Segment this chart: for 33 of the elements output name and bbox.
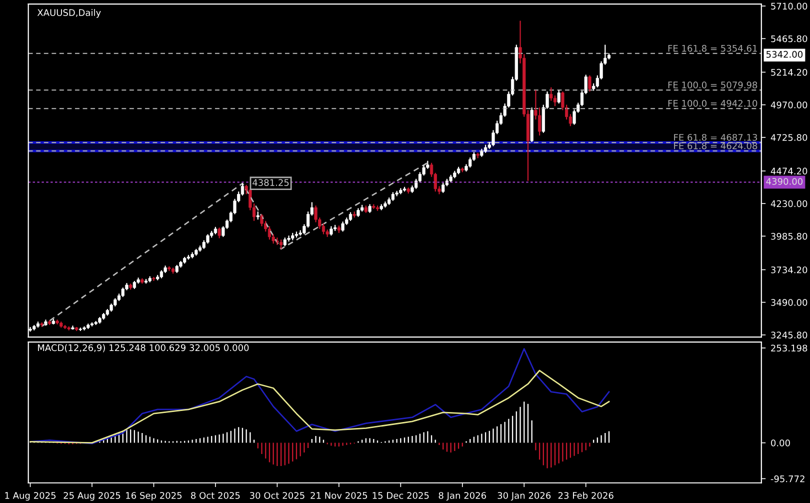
y-tick-label: 4725.80 xyxy=(770,134,808,141)
x-tick-label: 30 Oct 2025 xyxy=(250,492,304,499)
x-tick-label: 23 Feb 2026 xyxy=(558,492,614,499)
text: 5342.00 xyxy=(766,50,803,58)
y-tick-label: -95.772 xyxy=(770,475,804,482)
y-tick-label: 3245.80 xyxy=(771,332,808,338)
x-tick-label: 30 Jan 2026 xyxy=(498,492,551,501)
y-tick-label: 5710.00 xyxy=(771,2,808,10)
y-tick-label: 4970.00 xyxy=(770,102,808,108)
x-tick-label: 1 Aug 2025 xyxy=(5,492,56,501)
x-tick-label: 25 Aug 2025 xyxy=(64,492,120,501)
ref-line-label: FE 161.8 = 5354.61 xyxy=(668,44,757,52)
annotation: 4381.25 xyxy=(252,179,289,186)
ref-line-label: FE 100.0 = 5079.98 xyxy=(668,82,758,88)
x-tick-label: 8 Jan 2026 xyxy=(438,492,486,501)
x-tick-label: 21 Nov 2025 xyxy=(310,492,368,499)
y-tick-label: 0.00 xyxy=(771,440,790,446)
y-tick-label: 3985.80 xyxy=(771,232,808,240)
y-tick-label: 3490.00 xyxy=(771,299,808,306)
chart-title: MACD(12,26,9) 125.248 100.629 32.005 0.000 xyxy=(38,344,249,352)
ref-line-label: FE 100.0 = 4942.10 xyxy=(668,100,758,107)
y-tick-label: 4230.00 xyxy=(770,200,808,208)
ref-line-label: FE 61.8 = 4687.13 xyxy=(674,134,758,141)
y-tick-label: 5465.80 xyxy=(771,35,808,42)
x-tick-label: 15 Dec 2025 xyxy=(372,492,429,499)
y-tick-label: 5214.20 xyxy=(771,68,808,76)
text: XAUUSD,Daily xyxy=(37,9,101,18)
x-tick-label: 8 Oct 2025 xyxy=(191,492,240,499)
ref-line-label: 4390.00 xyxy=(766,178,803,185)
y-tick-label: 253.198 xyxy=(771,344,808,352)
y-tick-label: 3734.20 xyxy=(771,266,808,274)
y-tick-label: 4474.20 xyxy=(770,168,808,175)
x-tick-label: 16 Sep 2025 xyxy=(126,492,182,501)
